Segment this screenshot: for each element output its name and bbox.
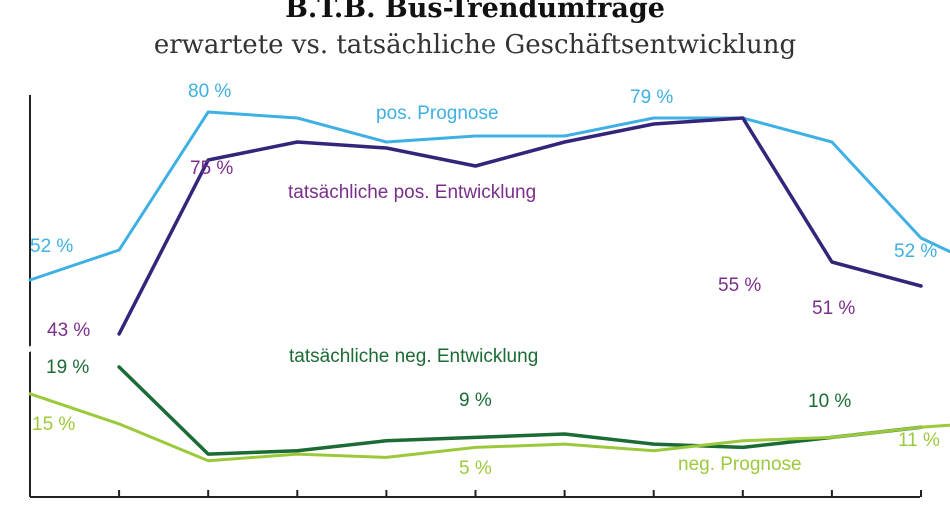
series-line-pos-prognose [28, 110, 950, 282]
data-label: 19 % [46, 357, 89, 378]
axis-break [22, 343, 38, 355]
data-label: 11 % [898, 430, 940, 451]
data-label: 79 % [630, 87, 673, 108]
data-label: 52 % [30, 236, 73, 257]
data-label: 43 % [47, 320, 90, 341]
data-label: 5 % [459, 458, 492, 479]
chart-title: B.T.B. Bus-Trendumfrage [285, 0, 665, 24]
series-label-pos-prognose: pos. Prognose [376, 103, 499, 124]
series-label-pos-entwicklung: tatsächliche pos. Entwicklung [288, 182, 536, 203]
series-line-neg-prognose [28, 392, 950, 463]
data-label: 80 % [188, 81, 231, 102]
series-line-neg-entwicklung [117, 365, 923, 456]
series-label-neg-entwicklung: tatsächliche neg. Entwicklung [289, 346, 538, 367]
data-label: 10 % [808, 391, 851, 412]
data-label: 75 % [190, 158, 233, 179]
data-label: 51 % [812, 298, 855, 319]
data-label: 15 % [32, 414, 75, 435]
series-label-neg-prognose: neg. Prognose [678, 454, 802, 475]
chart-subtitle: erwartete vs. tatsächliche Geschäftsentw… [154, 30, 796, 60]
data-label: 9 % [459, 390, 492, 411]
data-label: 52 % [894, 241, 937, 262]
data-label: 55 % [718, 275, 761, 296]
series-line-pos-entwicklung [117, 116, 923, 336]
